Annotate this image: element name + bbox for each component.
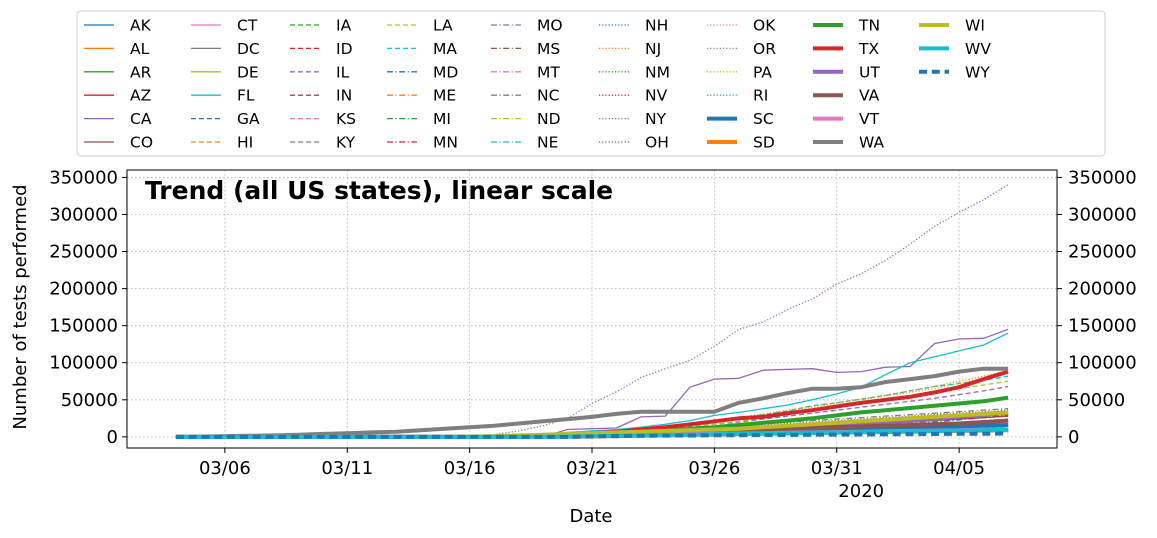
x-tick-label: 03/11	[321, 458, 373, 479]
legend: AK AL AR AZ CA CO CT DC DE FL GA HI IA ID IL IN KS KY LA MA…	[76, 10, 1106, 157]
legend-label-de: DE	[237, 63, 259, 81]
legend-label-nm: NM	[645, 63, 670, 81]
y-tick-label-left: 150000	[49, 316, 118, 337]
legend-label-tn: TN	[858, 17, 880, 35]
legend-label-mt: MT	[537, 63, 560, 81]
legend-label-ut: UT	[859, 63, 880, 81]
legend-label-ny: NY	[645, 110, 667, 128]
legend-label-ar: AR	[130, 63, 152, 81]
legend-label-md: MD	[433, 63, 458, 81]
legend-label-wi: WI	[965, 17, 985, 35]
legend-label-ri: RI	[753, 87, 768, 105]
legend-label-ok: OK	[753, 17, 776, 35]
x-axis: 03/06 03/11 03/16 03/21 03/26 03/31 04/05	[199, 448, 985, 479]
x-axis-label: Date	[569, 506, 612, 527]
legend-label-mo: MO	[537, 17, 563, 35]
legend-label-pa: PA	[753, 63, 772, 81]
legend-label-az: AZ	[130, 87, 151, 105]
x-axis-year-label: 2020	[838, 481, 884, 502]
legend-label-ca: CA	[130, 110, 152, 128]
legend-label-hi: HI	[237, 134, 253, 152]
legend-label-or: OR	[753, 40, 776, 58]
y-axis-right: 0 50000 100000 150000 200000 250000 300000 3500…	[1057, 167, 1137, 448]
y-tick-label-right: 100000	[1068, 353, 1137, 374]
legend-label-ia: IA	[336, 17, 352, 35]
series-layer	[175, 184, 1009, 439]
legend-label-nj: NJ	[645, 40, 661, 58]
y-tick-label-left: 200000	[49, 279, 118, 300]
legend-label-la: LA	[433, 17, 453, 35]
legend-label-va: VA	[859, 87, 880, 105]
legend-label-il: IL	[336, 63, 350, 81]
chart-title: Trend (all US states), linear scale	[145, 176, 613, 205]
y-tick-label-right: 250000	[1068, 242, 1137, 263]
y-tick-label-left: 350000	[49, 167, 118, 188]
legend-label-nc: NC	[537, 87, 559, 105]
x-tick-label: 03/06	[199, 458, 251, 479]
legend-label-ga: GA	[237, 110, 260, 128]
legend-label-me: ME	[433, 87, 456, 105]
legend-label-ak: AK	[130, 17, 152, 35]
legend-label-tx: TX	[858, 40, 879, 58]
y-tick-label-left: 250000	[49, 242, 118, 263]
y-axis-label: Number of tests performed	[10, 184, 31, 429]
y-tick-label-left: 0	[107, 427, 118, 448]
legend-label-id: ID	[336, 40, 353, 58]
series-line-wy	[175, 431, 1009, 439]
legend-label-nh: NH	[645, 17, 668, 35]
legend-label-sc: SC	[753, 110, 774, 128]
series-line-wa	[175, 366, 1009, 439]
x-tick-label: 03/21	[566, 458, 618, 479]
y-tick-label-right: 0	[1068, 427, 1079, 448]
y-axis-left: 0 50000 100000 150000 200000 250000 300000 3500…	[49, 167, 127, 448]
legend-label-vt: VT	[859, 110, 880, 128]
legend-label-nd: ND	[537, 110, 561, 128]
legend-box	[76, 10, 1106, 157]
legend-label-ne: NE	[537, 134, 558, 152]
legend-label-mn: MN	[433, 134, 458, 152]
x-tick-label: 04/05	[933, 458, 985, 479]
legend-label-ma: MA	[433, 40, 457, 58]
legend-label-sd: SD	[753, 134, 775, 152]
y-tick-label-left: 100000	[49, 353, 118, 374]
legend-label-wa: WA	[859, 134, 884, 152]
legend-label-oh: OH	[645, 134, 669, 152]
y-tick-label-right: 50000	[1068, 390, 1125, 411]
x-tick-label: 03/26	[688, 458, 740, 479]
y-tick-label-right: 300000	[1068, 204, 1137, 225]
x-tick-label: 03/16	[444, 458, 496, 479]
y-tick-label-right: 150000	[1068, 316, 1137, 337]
legend-label-nv: NV	[645, 87, 668, 105]
legend-label-mi: MI	[433, 110, 451, 128]
y-tick-label-right: 350000	[1068, 167, 1137, 188]
legend-label-ct: CT	[237, 17, 258, 35]
y-tick-label-left: 50000	[61, 390, 118, 411]
legend-label-co: CO	[130, 134, 153, 152]
legend-label-fl: FL	[237, 87, 255, 105]
legend-label-ks: KS	[336, 110, 356, 128]
legend-label-wy: WY	[965, 63, 990, 81]
legend-label-in: IN	[336, 87, 352, 105]
legend-label-al: AL	[130, 40, 150, 58]
legend-label-ky: KY	[336, 134, 356, 152]
x-tick-label: 03/31	[811, 458, 863, 479]
y-tick-label-left: 300000	[49, 204, 118, 225]
y-tick-label-right: 200000	[1068, 279, 1137, 300]
legend-label-wv: WV	[965, 40, 991, 58]
legend-label-ms: MS	[537, 40, 560, 58]
legend-label-dc: DC	[237, 40, 260, 58]
